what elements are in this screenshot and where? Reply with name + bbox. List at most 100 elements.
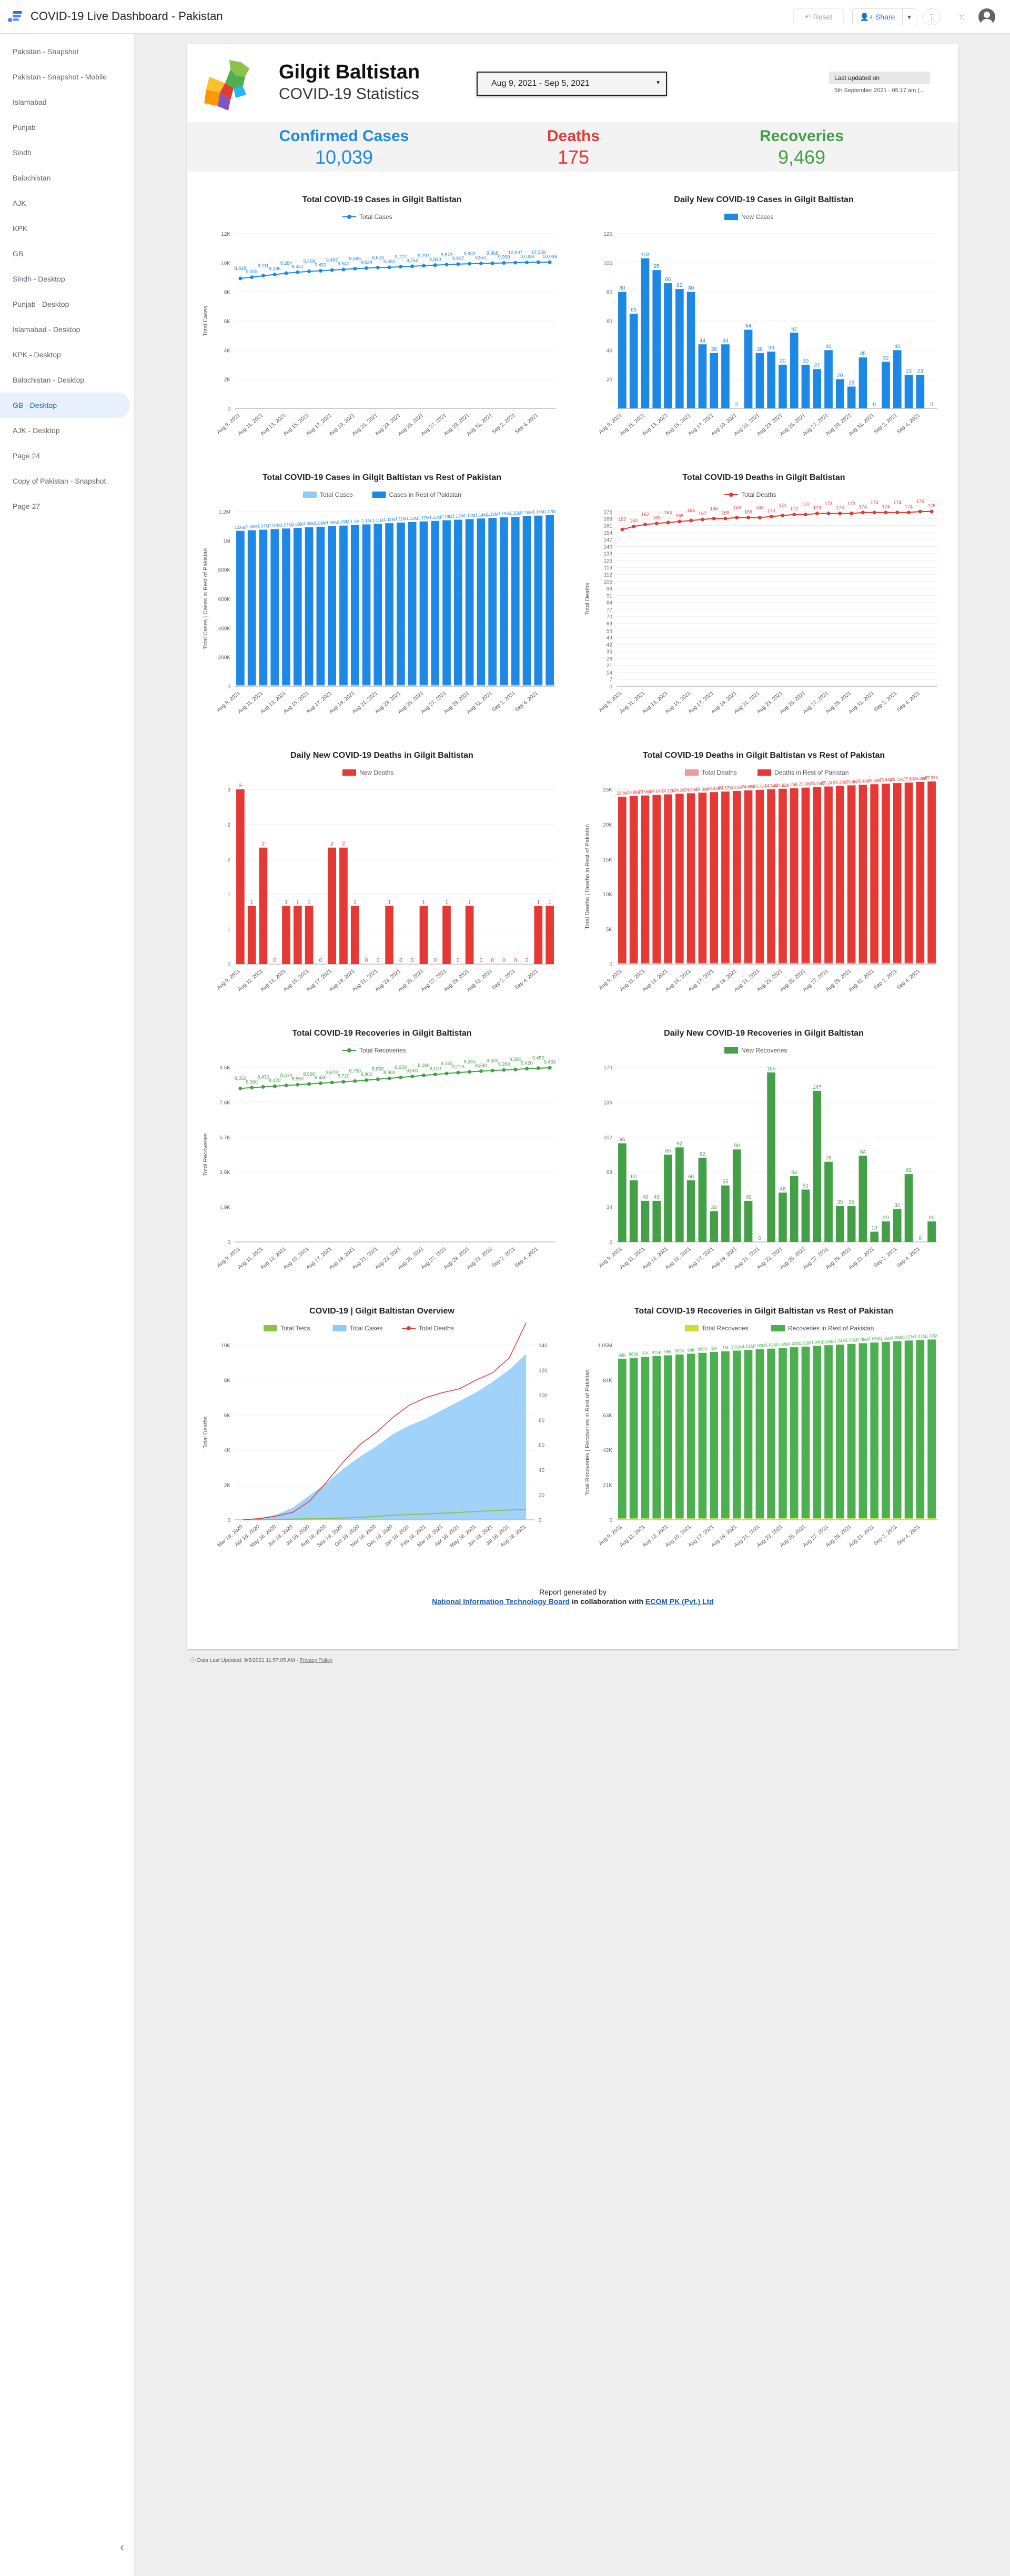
bar — [790, 963, 799, 964]
data-label: 164 — [664, 510, 672, 515]
chart-svg: Daily New COVID-19 Cases in Gilgit Balti… — [598, 195, 937, 437]
total-deaths-chart[interactable]: Total COVID-19 Deaths in Gilgit Baltista… — [580, 464, 948, 727]
chart-svg: Total COVID-19 Deaths in Gilgit Baltista… — [584, 751, 938, 993]
y2-tick-label: 20 — [539, 1493, 545, 1499]
bar — [847, 1344, 856, 1519]
data-label: 25.72K — [891, 777, 904, 782]
total-cases-chart[interactable]: Total COVID-19 Cases in Gilgit Baltistan… — [198, 186, 566, 449]
y-tick-label: 20K — [603, 822, 612, 828]
x-tick-label: Sep 2, 2021 — [491, 690, 517, 713]
y-tick-label: 100 — [603, 260, 612, 266]
sidebar-item-punjab-desktop[interactable]: Punjab - Desktop — [13, 300, 69, 308]
reset-label: Reset — [813, 13, 833, 21]
data-label: 9,840 — [429, 257, 441, 262]
daily-new-recoveries-chart[interactable]: Daily New COVID-19 Recoveries in Gilgit … — [580, 1020, 948, 1283]
sidebar-item-islamabad[interactable]: Islamabad — [13, 98, 47, 106]
data-point — [318, 1081, 322, 1085]
sidebar-item-sindh-desktop[interactable]: Sindh - Desktop — [13, 275, 65, 283]
bar — [282, 528, 290, 685]
y-tick-label: 4K — [224, 348, 231, 354]
data-label: 1.06M — [880, 1336, 892, 1341]
sidebar-item-islamabad-desktop[interactable]: Islamabad - Desktop — [13, 325, 80, 334]
sidebar-item-ajk[interactable]: AJK — [13, 199, 26, 207]
data-point — [502, 261, 506, 265]
sidebar-item-pakistan-snapshot-mobile[interactable]: Pakistan - Snapshot - Mobile — [13, 73, 107, 81]
bar — [442, 906, 451, 964]
data-label: 1 — [250, 899, 254, 905]
data-label: 162 — [641, 512, 649, 517]
bar — [698, 1157, 707, 1242]
bar — [534, 515, 543, 685]
bar — [350, 906, 359, 964]
collapse-sidebar-button[interactable]: ‹ — [114, 2539, 130, 2555]
bar — [236, 530, 245, 685]
apps-grid-button[interactable]: ⁙ — [953, 8, 970, 25]
share-button[interactable]: 👤+ Share — [852, 8, 903, 25]
account-button[interactable] — [976, 8, 997, 25]
y-tick-label: 49 — [607, 635, 613, 641]
sidebar-item-page-24[interactable]: Page 24 — [13, 452, 41, 460]
bar — [305, 685, 314, 686]
data-label: 9,380 — [509, 1057, 521, 1062]
bar — [500, 517, 508, 685]
sidebar-item-page-27[interactable]: Page 27 — [13, 502, 41, 510]
x-tick-label: Sep 2, 2021 — [873, 1524, 898, 1547]
y-tick-label: 1 — [227, 927, 230, 933]
y-tick-label: 0 — [609, 1518, 612, 1523]
overview-chart[interactable]: COVID-19 | Gilgit Baltistan Overview Tota… — [198, 1298, 566, 1561]
nitb-link[interactable]: National Information Technology Board — [432, 1597, 570, 1606]
bar — [790, 788, 799, 963]
deaths-vs-rest-chart[interactable]: Total COVID-19 Deaths in Gilgit Baltista… — [580, 742, 948, 1005]
daily-new-cases-chart[interactable]: Daily New COVID-19 Cases in Gilgit Balti… — [580, 186, 948, 449]
sidebar-item-sindh[interactable]: Sindh — [13, 148, 32, 157]
chart-svg: Total COVID-19 Deaths in Gilgit Baltista… — [584, 473, 937, 715]
bar — [522, 516, 531, 685]
data-label: 8,710 — [338, 1074, 350, 1079]
data-point — [792, 513, 796, 517]
sidebar-item-balochistan-desktop[interactable]: Balochistan - Desktop — [13, 376, 85, 384]
x-tick-label: Sep 2, 2021 — [873, 1246, 898, 1269]
x-tick-label: Sep 4, 2021 — [896, 413, 922, 435]
data-label: 8,430 — [257, 1074, 269, 1079]
bar — [744, 329, 753, 408]
bar — [710, 353, 719, 408]
daily-new-deaths-chart[interactable]: Daily New COVID-19 Deaths in Gilgit Balt… — [198, 742, 566, 1005]
share-options-button[interactable]: ▾ — [903, 8, 916, 25]
sidebar-item-balochistan[interactable]: Balochistan — [13, 174, 51, 182]
data-point — [261, 274, 265, 278]
reset-button[interactable]: ↶ Reset — [793, 8, 844, 25]
privacy-policy-link[interactable]: Privacy Policy — [299, 1658, 332, 1663]
sidebar-item-pakistan-snapshot[interactable]: Pakistan - Snapshot — [13, 47, 79, 56]
sidebar-item-gb-desktop[interactable]: GB - Desktop — [0, 393, 130, 418]
sidebar-item-copy-of-pakistan-snapshot[interactable]: Copy of Pakistan - Snapshot — [13, 477, 106, 485]
bar — [698, 1352, 707, 1519]
bar — [870, 963, 879, 964]
more-options-button[interactable]: ⋮ — [922, 8, 941, 25]
bar — [813, 369, 822, 408]
data-label: 9,250 — [463, 1059, 476, 1065]
total-recoveries-chart[interactable]: Total COVID-19 Recoveries in Gilgit Balt… — [198, 1020, 566, 1283]
bar — [339, 847, 348, 964]
sidebar-item-gb[interactable]: GB — [13, 249, 24, 258]
data-label: 2 — [342, 841, 345, 847]
bar — [882, 1341, 890, 1519]
data-point — [307, 1082, 311, 1086]
ecom-link[interactable]: ECOM PK (Pvt.) Ltd — [645, 1597, 714, 1606]
cases-vs-rest-chart[interactable]: Total COVID-19 Cases in Gilgit Baltistan… — [198, 464, 566, 727]
date-range-picker[interactable]: Aug 9, 2021 - Sep 5, 2021 ▼ — [477, 72, 667, 96]
data-label: 171 — [779, 503, 786, 508]
recoveries-vs-rest-chart[interactable]: Total COVID-19 Recoveries in Gilgit Balt… — [580, 1298, 948, 1561]
sidebar-item-punjab[interactable]: Punjab — [13, 123, 36, 132]
y-tick-label: 600K — [218, 597, 231, 603]
data-label: 1.06M — [892, 1336, 904, 1340]
sidebar-item-kpk[interactable]: KPK — [13, 224, 28, 233]
data-label: 25.16K — [811, 781, 824, 786]
y-tick-label: 8K — [224, 290, 231, 296]
data-point — [365, 1078, 369, 1082]
sidebar-item-kpk-desktop[interactable]: KPK - Desktop — [13, 350, 61, 359]
bar — [247, 685, 256, 686]
sidebar-item-ajk-desktop[interactable]: AJK - Desktop — [13, 426, 60, 435]
bar — [618, 796, 627, 963]
data-label: 92 — [676, 1141, 683, 1147]
bar — [835, 1344, 844, 1519]
